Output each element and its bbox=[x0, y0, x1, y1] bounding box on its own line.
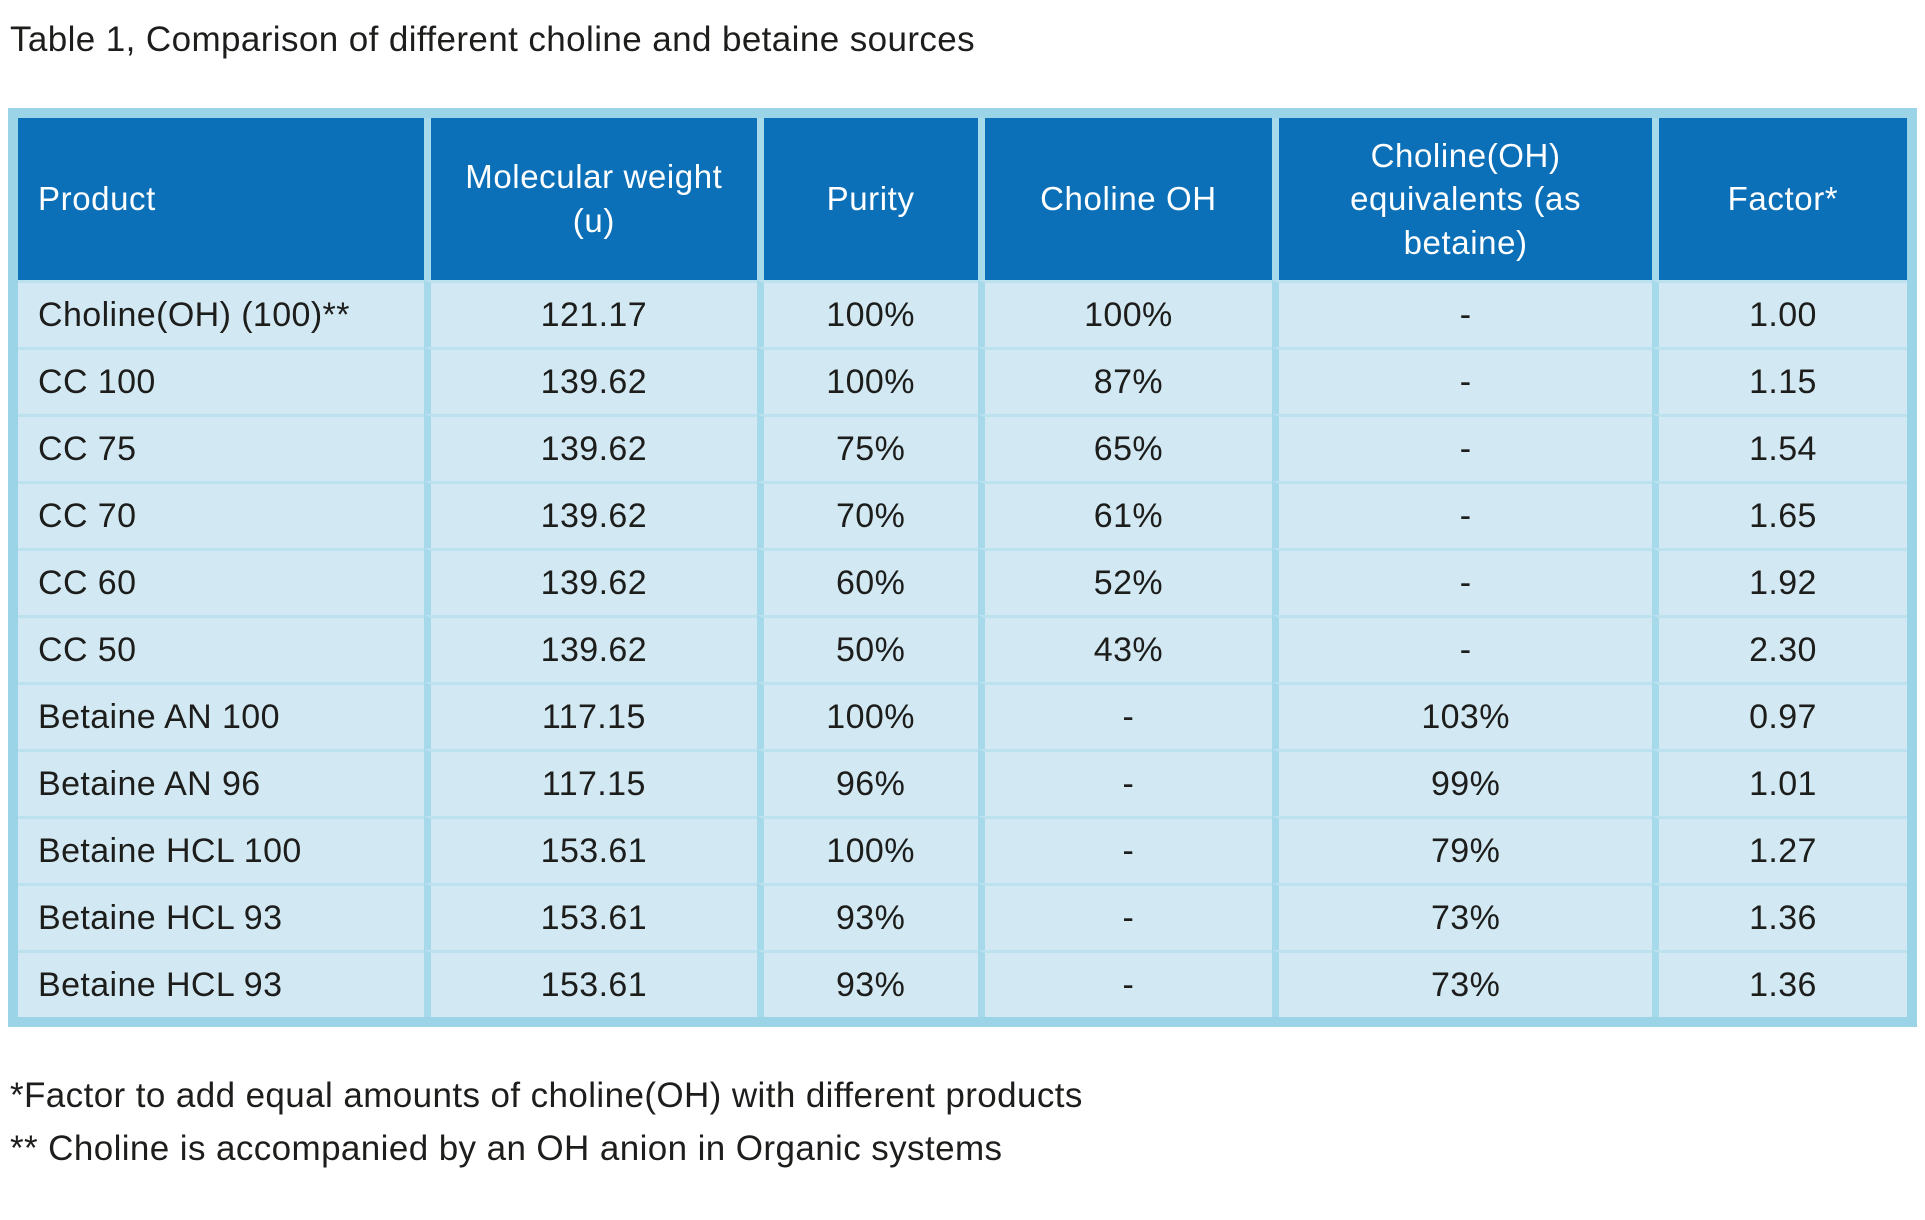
table-row: CC 60 139.62 60% 52% -1.92 bbox=[18, 548, 1907, 615]
value-cell: 73% bbox=[1272, 883, 1652, 950]
value-cell: 70% bbox=[756, 481, 978, 548]
value-cell: 79% bbox=[1272, 816, 1652, 883]
value-cell: 61% bbox=[977, 481, 1273, 548]
page: Table 1, Comparison of different choline… bbox=[8, 20, 1925, 1175]
value-cell: 93% bbox=[756, 883, 978, 950]
value-cell: 100% bbox=[756, 347, 978, 414]
value-cell: 1.27 bbox=[1651, 816, 1907, 883]
product-cell: CC 100 bbox=[18, 347, 425, 414]
column-header: Choline OH bbox=[977, 118, 1273, 280]
footnote-choline: ** Choline is accompanied by an OH anion… bbox=[10, 1129, 1003, 1168]
footnotes: *Factor to add equal amounts of choline(… bbox=[10, 1069, 1925, 1175]
product-cell: Betaine AN 100 bbox=[18, 682, 425, 749]
product-cell: CC 60 bbox=[18, 548, 425, 615]
value-cell: 96% bbox=[756, 749, 978, 816]
value-cell: 153.61 bbox=[424, 883, 757, 950]
value-cell: 100% bbox=[977, 280, 1273, 347]
product-cell: Choline(OH) (100)** bbox=[18, 280, 425, 347]
value-cell: 153.61 bbox=[424, 816, 757, 883]
column-header: Factor* bbox=[1651, 118, 1907, 280]
value-cell: 73% bbox=[1272, 950, 1652, 1017]
value-cell: 60% bbox=[756, 548, 978, 615]
value-cell: 65% bbox=[977, 414, 1273, 481]
value-cell: 1.00 bbox=[1651, 280, 1907, 347]
table-row: Betaine HCL 93 153.61 93% -73% 1.36 bbox=[18, 950, 1907, 1017]
value-cell: 1.54 bbox=[1651, 414, 1907, 481]
value-cell: 139.62 bbox=[424, 481, 757, 548]
value-cell: 117.15 bbox=[424, 682, 757, 749]
table-row: Betaine AN 96 117.15 96% -99% 1.01 bbox=[18, 749, 1907, 816]
footnote-factor: *Factor to add equal amounts of choline(… bbox=[10, 1076, 1083, 1115]
value-cell: 139.62 bbox=[424, 548, 757, 615]
column-header: Product bbox=[18, 118, 425, 280]
header-row: Product Molecular weight (u) Purity Choline… bbox=[18, 118, 1907, 280]
value-cell: 100% bbox=[756, 816, 978, 883]
value-cell: - bbox=[1272, 414, 1652, 481]
value-cell: 75% bbox=[756, 414, 978, 481]
value-cell: - bbox=[1272, 548, 1652, 615]
value-cell: 87% bbox=[977, 347, 1273, 414]
column-header: Choline(OH) equivalents (as betaine) bbox=[1272, 118, 1652, 280]
value-cell: 0.97 bbox=[1651, 682, 1907, 749]
value-cell: - bbox=[1272, 280, 1652, 347]
table-row: Betaine AN 100 117.15 100% -103% 0.97 bbox=[18, 682, 1907, 749]
value-cell: 2.30 bbox=[1651, 615, 1907, 682]
value-cell: - bbox=[977, 816, 1273, 883]
value-cell: 1.65 bbox=[1651, 481, 1907, 548]
table-body: Choline(OH) (100)** 121.17 100% 100% -1.00 CC… bbox=[18, 280, 1907, 1017]
table-row: CC 100 139.62 100% 87% -1.15 bbox=[18, 347, 1907, 414]
value-cell: 139.62 bbox=[424, 414, 757, 481]
product-cell: CC 70 bbox=[18, 481, 425, 548]
column-header: Purity bbox=[756, 118, 978, 280]
product-cell: Betaine HCL 93 bbox=[18, 950, 425, 1017]
value-cell: 139.62 bbox=[424, 347, 757, 414]
product-cell: CC 50 bbox=[18, 615, 425, 682]
value-cell: - bbox=[977, 749, 1273, 816]
value-cell: 121.17 bbox=[424, 280, 757, 347]
value-cell: - bbox=[1272, 347, 1652, 414]
table-row: Betaine HCL 93 153.61 93% -73% 1.36 bbox=[18, 883, 1907, 950]
value-cell: - bbox=[977, 883, 1273, 950]
value-cell: 1.36 bbox=[1651, 950, 1907, 1017]
value-cell: 1.36 bbox=[1651, 883, 1907, 950]
value-cell: - bbox=[977, 682, 1273, 749]
value-cell: - bbox=[1272, 481, 1652, 548]
value-cell: - bbox=[1272, 615, 1652, 682]
value-cell: 1.15 bbox=[1651, 347, 1907, 414]
page-title: Table 1, Comparison of different choline… bbox=[10, 20, 976, 59]
value-cell: 43% bbox=[977, 615, 1273, 682]
value-cell: 1.92 bbox=[1651, 548, 1907, 615]
value-cell: 117.15 bbox=[424, 749, 757, 816]
value-cell: 103% bbox=[1272, 682, 1652, 749]
value-cell: 93% bbox=[756, 950, 978, 1017]
product-cell: Betaine HCL 93 bbox=[18, 883, 425, 950]
value-cell: 50% bbox=[756, 615, 978, 682]
value-cell: - bbox=[977, 950, 1273, 1017]
value-cell: 139.62 bbox=[424, 615, 757, 682]
value-cell: 100% bbox=[756, 280, 978, 347]
table-row: Betaine HCL 100 153.61 100% -79% 1.27 bbox=[18, 816, 1907, 883]
table-row: CC 70 139.62 70% 61% -1.65 bbox=[18, 481, 1907, 548]
data-table: Product Molecular weight (u) Purity Choline… bbox=[8, 108, 1917, 1027]
value-cell: 1.01 bbox=[1651, 749, 1907, 816]
table-row: CC 75 139.62 75% 65% -1.54 bbox=[18, 414, 1907, 481]
product-cell: CC 75 bbox=[18, 414, 425, 481]
product-cell: Betaine HCL 100 bbox=[18, 816, 425, 883]
value-cell: 52% bbox=[977, 548, 1273, 615]
product-cell: Betaine AN 96 bbox=[18, 749, 425, 816]
value-cell: 99% bbox=[1272, 749, 1652, 816]
column-header: Molecular weight (u) bbox=[424, 118, 757, 280]
table-row: Choline(OH) (100)** 121.17 100% 100% -1.00 bbox=[18, 280, 1907, 347]
value-cell: 100% bbox=[756, 682, 978, 749]
value-cell: 153.61 bbox=[424, 950, 757, 1017]
table-row: CC 50 139.62 50% 43% -2.30 bbox=[18, 615, 1907, 682]
